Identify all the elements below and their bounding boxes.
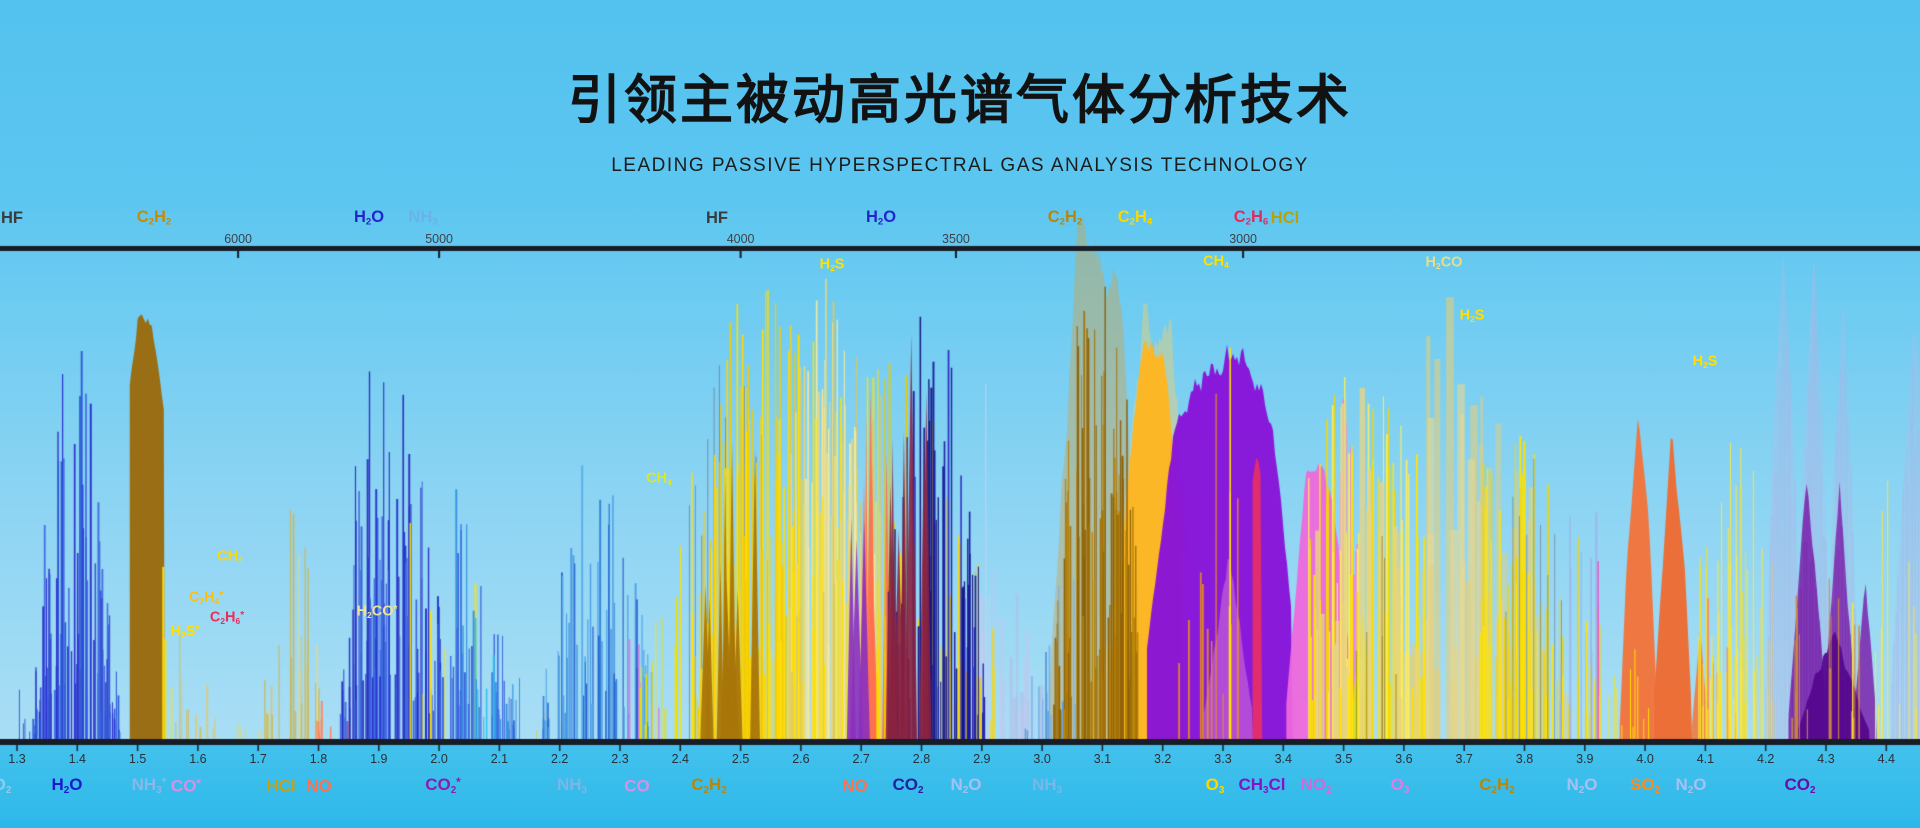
- page-subtitle: LEADING PASSIVE HYPERSPECTRAL GAS ANALYS…: [611, 155, 1309, 176]
- page-title: 引领主被动高光谱气体分析技术: [568, 71, 1352, 130]
